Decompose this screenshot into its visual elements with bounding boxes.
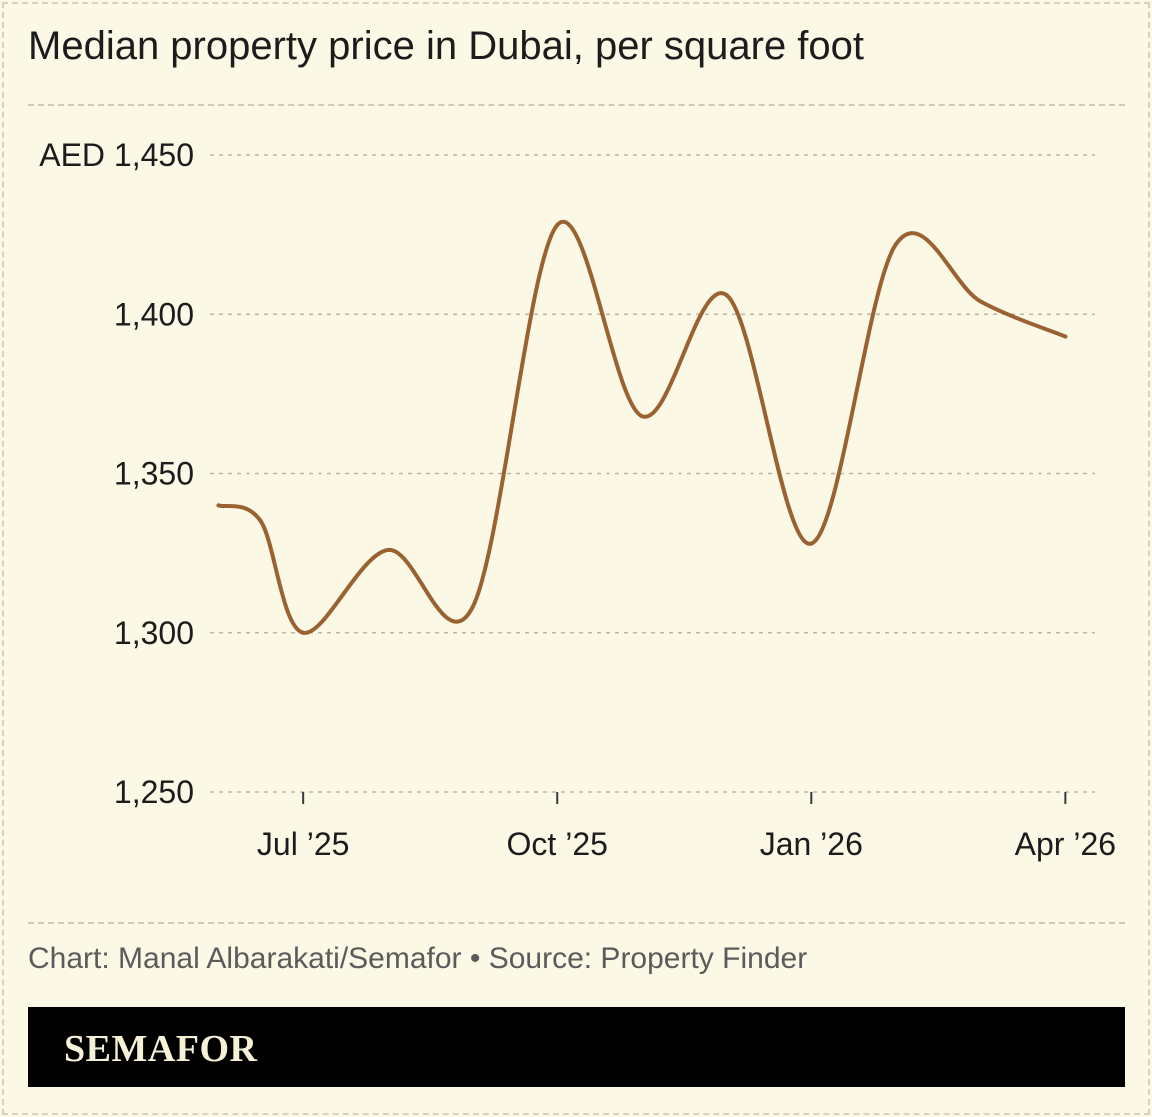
y-tick-label: 1,250 — [114, 774, 194, 810]
series-point — [258, 519, 263, 524]
series-point — [724, 293, 729, 298]
x-tick-label: Oct ’25 — [507, 826, 608, 862]
series-layer — [216, 219, 1068, 635]
brand-logo: SEMAFOR — [64, 1028, 258, 1070]
series-point — [639, 414, 644, 419]
title-divider — [28, 104, 1125, 106]
y-axis-tick-labels: AED 1,450 1,400 1,350 1,300 1,250 — [39, 137, 194, 810]
series-point — [555, 223, 560, 228]
series-point — [470, 605, 475, 610]
grid-lines — [210, 154, 1095, 793]
price-series-line — [216, 219, 1068, 635]
x-tick-label: Jan ’26 — [760, 826, 863, 862]
x-tick-label: Jul ’25 — [257, 826, 350, 862]
x-tick-label: Apr ’26 — [1015, 826, 1116, 862]
series-point — [301, 630, 306, 635]
x-axis-ticks: Jul ’25 Oct ’25 Jan ’26 Apr ’26 — [257, 792, 1116, 862]
y-tick-label: 1,400 — [114, 296, 194, 332]
series-point — [809, 541, 814, 546]
y-tick-label: AED 1,450 — [39, 137, 194, 173]
footer-divider — [28, 922, 1125, 924]
chart-title: Median property price in Dubai, per squa… — [28, 24, 865, 68]
series-point — [1063, 334, 1068, 339]
series-point — [385, 547, 390, 552]
chart-credit: Chart: Manal Albarakati/Semafor • Source… — [28, 942, 808, 975]
y-tick-label: 1,300 — [114, 615, 194, 651]
series-point — [978, 299, 983, 304]
line-chart: AED 1,450 1,400 1,350 1,300 1,250 Jul ’25 Oct… — [39, 137, 1116, 862]
series-point — [893, 242, 898, 247]
brand-bar: SEMAFOR — [28, 1007, 1125, 1087]
y-tick-label: 1,350 — [114, 456, 194, 492]
series-point — [216, 503, 221, 508]
